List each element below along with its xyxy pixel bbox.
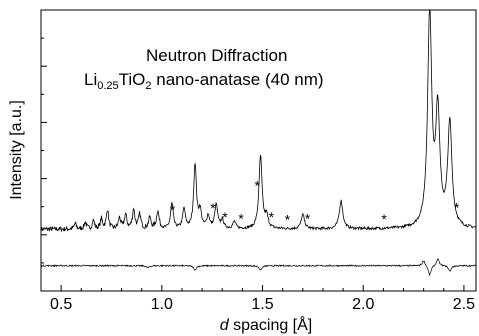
subtitle-li: Li bbox=[84, 70, 98, 89]
impurity-asterisk: * bbox=[255, 178, 261, 194]
x-axis-label-italic: d bbox=[220, 317, 230, 334]
observed-pattern-line bbox=[40, 9, 477, 233]
impurity-asterisk: * bbox=[269, 209, 275, 225]
x-axis-label-rest: spacing [Å] bbox=[229, 315, 313, 334]
subtitle-o-subscript: 2 bbox=[145, 80, 152, 92]
difference-curve-line bbox=[40, 258, 477, 276]
impurity-asterisk: * bbox=[285, 211, 291, 227]
chart-subtitle: Li0.25TiO2 nano-anatase (40 nm) bbox=[84, 70, 324, 92]
chart-title: Neutron Diffraction bbox=[146, 46, 288, 65]
impurity-asterisk: * bbox=[381, 211, 387, 227]
impurity-asterisk: * bbox=[454, 200, 460, 216]
impurity-asterisk: * bbox=[170, 201, 176, 217]
y-axis-label: Intensity [a.u.] bbox=[8, 100, 25, 200]
x-tick-label: 1.0 bbox=[151, 296, 173, 313]
impurity-markers: * * * * * * * * * * bbox=[170, 178, 460, 228]
subtitle-tio: TiO bbox=[118, 70, 146, 89]
axis-ticks bbox=[41, 9, 465, 291]
x-tick-labels: 0.5 1.0 1.5 2.0 2.5 bbox=[50, 296, 475, 313]
impurity-asterisk: * bbox=[238, 211, 244, 227]
impurity-asterisk: * bbox=[305, 210, 311, 226]
impurity-asterisk: * bbox=[210, 200, 216, 216]
x-tick-label: 0.5 bbox=[50, 296, 72, 313]
subtitle-rest: nano-anatase (40 nm) bbox=[151, 70, 324, 89]
impurity-asterisk: * bbox=[222, 209, 228, 225]
x-axis-label: d spacing [Å] bbox=[220, 315, 313, 334]
x-tick-label: 1.5 bbox=[251, 296, 273, 313]
x-tick-label: 2.5 bbox=[453, 296, 475, 313]
subtitle-li-subscript: 0.25 bbox=[97, 80, 119, 92]
x-tick-label: 2.0 bbox=[352, 296, 374, 313]
